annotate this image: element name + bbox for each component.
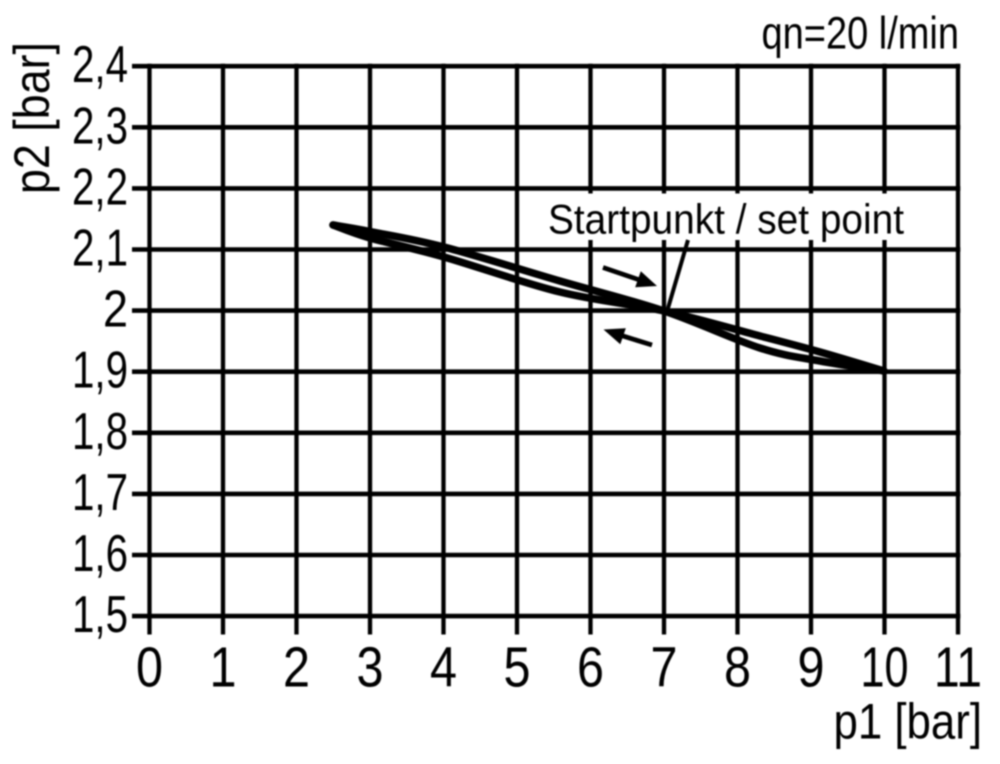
svg-text:2: 2 bbox=[283, 636, 310, 700]
svg-text:p2 [bar]: p2 [bar] bbox=[4, 42, 60, 194]
svg-text:5: 5 bbox=[504, 636, 531, 700]
svg-text:2: 2 bbox=[103, 280, 128, 338]
svg-text:7: 7 bbox=[651, 636, 678, 700]
svg-text:2,3: 2,3 bbox=[72, 96, 128, 154]
svg-text:10: 10 bbox=[861, 636, 909, 700]
svg-text:0: 0 bbox=[136, 636, 163, 700]
svg-text:3: 3 bbox=[357, 636, 384, 700]
svg-text:1,8: 1,8 bbox=[72, 402, 128, 460]
svg-text:2,1: 2,1 bbox=[72, 219, 128, 277]
svg-text:1: 1 bbox=[210, 636, 237, 700]
svg-text:8: 8 bbox=[724, 636, 751, 700]
svg-text:1,6: 1,6 bbox=[72, 524, 128, 582]
svg-text:1,7: 1,7 bbox=[72, 463, 128, 521]
svg-text:1,9: 1,9 bbox=[72, 341, 128, 399]
svg-text:Startpunkt / set point: Startpunkt / set point bbox=[548, 196, 904, 243]
svg-text:p1 [bar]: p1 [bar] bbox=[834, 694, 983, 750]
svg-text:2,4: 2,4 bbox=[72, 35, 128, 93]
svg-text:9: 9 bbox=[798, 636, 825, 700]
svg-text:6: 6 bbox=[577, 636, 604, 700]
svg-text:1,5: 1,5 bbox=[72, 585, 128, 643]
svg-text:4: 4 bbox=[430, 636, 457, 700]
svg-text:2,2: 2,2 bbox=[72, 157, 128, 215]
svg-text:qn=20 l/min: qn=20 l/min bbox=[762, 8, 960, 59]
svg-text:11: 11 bbox=[934, 636, 982, 700]
